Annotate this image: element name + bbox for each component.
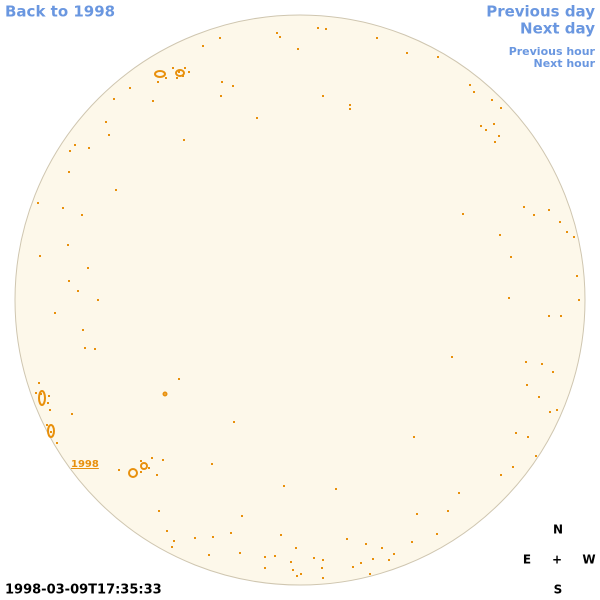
contour	[38, 390, 46, 406]
previous-hour-link[interactable]: Previous hour	[509, 45, 596, 58]
active-region-contours	[35, 27, 580, 579]
compass-west: W	[582, 553, 595, 567]
next-day-link[interactable]: Next day	[520, 20, 595, 38]
contour	[175, 69, 185, 77]
next-hour-link[interactable]: Next hour	[534, 57, 596, 70]
solar-disk	[14, 14, 586, 586]
region-label[interactable]: 1998	[71, 459, 99, 470]
contour	[128, 468, 138, 478]
compass-east: E	[523, 553, 531, 567]
contour	[154, 70, 166, 78]
contour	[47, 424, 55, 438]
back-link[interactable]: Back to 1998	[5, 3, 115, 21]
previous-day-link[interactable]: Previous day	[486, 3, 595, 21]
contour	[162, 391, 168, 397]
compass-south: S	[554, 583, 563, 597]
timestamp: 1998-03-09T17:35:33	[5, 583, 162, 598]
contour	[140, 462, 148, 470]
compass-north: N	[553, 523, 563, 537]
compass-center: +	[552, 553, 562, 567]
